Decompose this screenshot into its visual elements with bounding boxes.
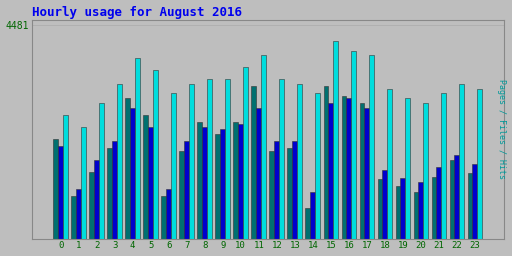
Bar <box>477 89 482 239</box>
Bar <box>171 93 176 239</box>
Bar <box>99 103 104 239</box>
Bar <box>76 189 81 239</box>
Bar <box>261 55 266 239</box>
Bar <box>94 160 99 239</box>
Bar <box>455 155 459 239</box>
Bar <box>189 84 194 239</box>
Bar <box>184 141 189 239</box>
Bar <box>450 160 455 239</box>
Bar <box>153 70 158 239</box>
Bar <box>441 93 446 239</box>
Bar <box>243 67 248 239</box>
Bar <box>310 192 315 239</box>
Bar <box>432 177 436 239</box>
Bar <box>238 124 243 239</box>
Bar <box>251 86 257 239</box>
Bar <box>81 127 86 239</box>
Bar <box>473 164 477 239</box>
Bar <box>342 96 347 239</box>
Bar <box>143 115 148 239</box>
Bar <box>225 79 230 239</box>
Bar <box>382 170 387 239</box>
Bar <box>89 172 94 239</box>
Bar <box>198 122 202 239</box>
Bar <box>71 196 76 239</box>
Y-axis label: Pages / Files / Hits: Pages / Files / Hits <box>498 79 506 179</box>
Bar <box>207 79 212 239</box>
Bar <box>436 167 441 239</box>
Bar <box>324 86 328 239</box>
Bar <box>351 51 356 239</box>
Bar <box>53 139 58 239</box>
Bar <box>161 196 166 239</box>
Bar <box>297 84 302 239</box>
Bar <box>347 98 351 239</box>
Bar <box>306 208 310 239</box>
Bar <box>130 108 135 239</box>
Bar <box>58 146 63 239</box>
Bar <box>396 186 400 239</box>
Bar <box>467 173 473 239</box>
Bar <box>328 103 333 239</box>
Text: Hourly usage for August 2016: Hourly usage for August 2016 <box>32 6 242 18</box>
Bar <box>459 84 464 239</box>
Bar <box>400 178 406 239</box>
Bar <box>387 89 392 239</box>
Bar <box>377 179 382 239</box>
Bar <box>117 84 122 239</box>
Bar <box>315 93 320 239</box>
Bar <box>279 79 284 239</box>
Bar <box>166 189 171 239</box>
Bar <box>257 108 261 239</box>
Bar <box>333 41 338 239</box>
Bar <box>418 182 423 239</box>
Bar <box>63 115 68 239</box>
Bar <box>179 151 184 239</box>
Bar <box>216 134 220 239</box>
Bar <box>274 141 279 239</box>
Bar <box>359 103 365 239</box>
Bar <box>202 127 207 239</box>
Bar <box>365 108 369 239</box>
Bar <box>148 127 153 239</box>
Bar <box>287 148 292 239</box>
Bar <box>108 148 112 239</box>
Bar <box>125 98 130 239</box>
Bar <box>414 192 418 239</box>
Bar <box>112 141 117 239</box>
Bar <box>220 129 225 239</box>
Bar <box>135 58 140 239</box>
Bar <box>369 55 374 239</box>
Bar <box>423 103 428 239</box>
Bar <box>292 141 297 239</box>
Bar <box>233 122 238 239</box>
Bar <box>269 151 274 239</box>
Bar <box>406 98 410 239</box>
